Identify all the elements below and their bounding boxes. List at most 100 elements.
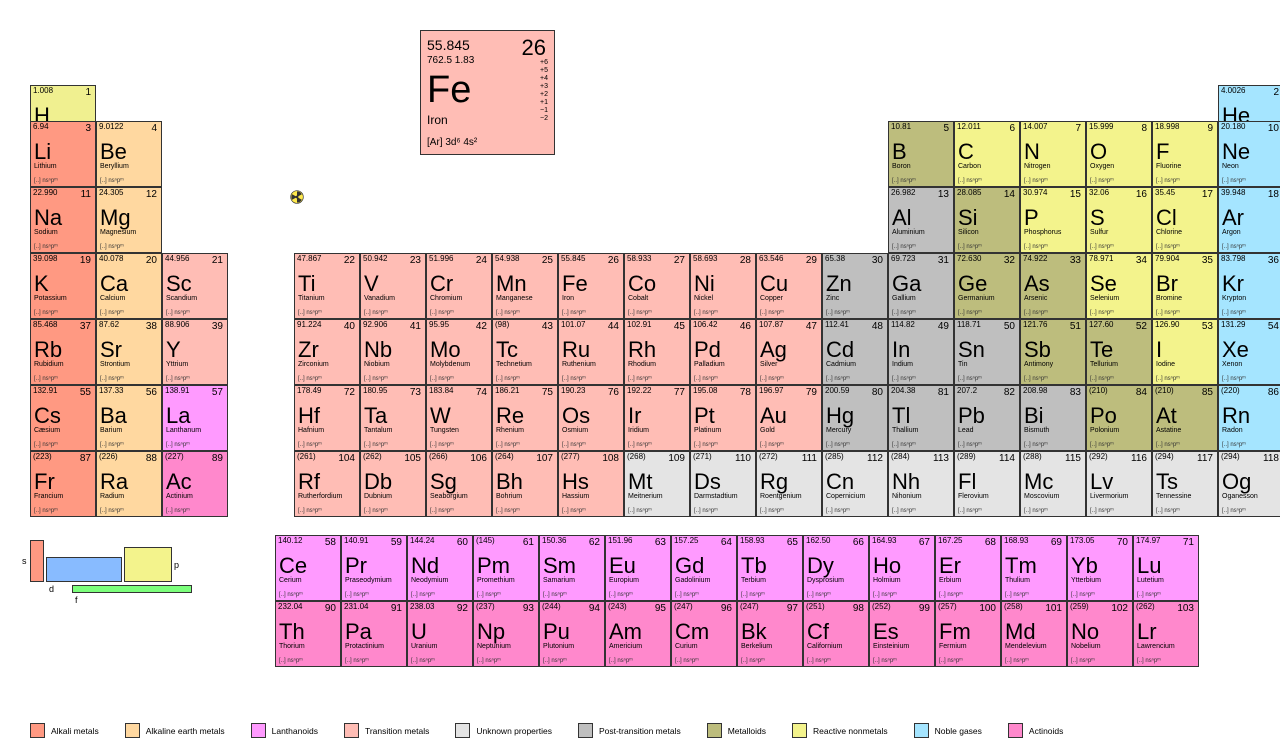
atomic-mass: 78.971 — [1089, 255, 1113, 264]
element-pa: 231.0491PaProtactinium[..] nsⁿpᵐ — [341, 601, 407, 667]
atomic-number: 103 — [1177, 603, 1194, 614]
electron-config: [..] nsⁿpᵐ — [543, 592, 567, 599]
element-name: Livermorium — [1090, 493, 1129, 501]
element-name: Protactinium — [345, 643, 384, 651]
electron-config: [..] nsⁿpᵐ — [34, 442, 58, 449]
atomic-mass: 118.71 — [957, 321, 981, 330]
atomic-number: 86 — [1268, 387, 1279, 398]
element-ts: (294)117TsTennessine[..] nsⁿpᵐ — [1152, 451, 1218, 517]
element-symbol: La — [166, 404, 190, 428]
electron-config: [..] nsⁿpᵐ — [562, 442, 586, 449]
atomic-mass: 232.04 — [278, 603, 302, 612]
element-name: Francium — [34, 493, 63, 501]
element-symbol: Be — [100, 140, 127, 164]
atomic-number: 92 — [457, 603, 468, 614]
element-tm: 168.9369TmThulium[..] nsⁿpᵐ — [1001, 535, 1067, 601]
element-name: Rutherfordium — [298, 493, 342, 501]
electron-config: [..] nsⁿpᵐ — [694, 310, 718, 317]
element-name: Cobalt — [628, 295, 648, 303]
element-as: 74.92233AsArsenic[..] nsⁿpᵐ — [1020, 253, 1086, 319]
element-name: Argon — [1222, 229, 1241, 237]
atomic-mass: 127.60 — [1089, 321, 1113, 330]
element-og: (294)118OgOganesson[..] nsⁿpᵐ — [1218, 451, 1280, 517]
element-symbol: O — [1090, 140, 1107, 164]
element-symbol: Po — [1090, 404, 1117, 428]
electron-config: [..] nsⁿpᵐ — [958, 310, 982, 317]
atomic-number: 116 — [1131, 453, 1147, 464]
atomic-number: 27 — [674, 255, 685, 266]
atomic-number: 108 — [602, 453, 619, 464]
element-symbol: Zn — [826, 272, 852, 296]
element-symbol: Cu — [760, 272, 788, 296]
element-sm: 150.3662SmSamarium[..] nsⁿpᵐ — [539, 535, 605, 601]
element-name: Germanium — [958, 295, 995, 303]
atomic-number: 30 — [872, 255, 883, 266]
element-name: Silicon — [958, 229, 979, 237]
electron-config: [..] nsⁿpᵐ — [100, 310, 124, 317]
atomic-mass: 167.25 — [938, 537, 962, 546]
element-s: 32.0616SSulfur[..] nsⁿpᵐ — [1086, 187, 1152, 253]
electron-config: [..] nsⁿpᵐ — [826, 508, 850, 515]
electron-config: [..] nsⁿpᵐ — [34, 376, 58, 383]
element-name: Niobium — [364, 361, 390, 369]
atomic-number: 88 — [146, 453, 157, 464]
element-symbol: Pm — [477, 554, 510, 578]
element-name: Polonium — [1090, 427, 1119, 435]
electron-config: [..] nsⁿpᵐ — [1156, 508, 1180, 515]
electron-config: [..] nsⁿpᵐ — [807, 658, 831, 665]
element-name: Lutetium — [1137, 577, 1164, 585]
element-name: Bismuth — [1024, 427, 1049, 435]
electron-config: [..] nsⁿpᵐ — [298, 310, 322, 317]
atomic-number: 46 — [740, 321, 751, 332]
legend-item: Metalloids — [707, 723, 766, 738]
atomic-mass: 114.82 — [891, 321, 915, 330]
element-name: Silver — [760, 361, 778, 369]
atomic-mass: (289) — [957, 453, 976, 462]
element-dy: 162.5066DyDysprosium[..] nsⁿpᵐ — [803, 535, 869, 601]
atomic-number: 7 — [1075, 123, 1081, 134]
atomic-mass: 186.21 — [495, 387, 519, 396]
electron-config: [..] nsⁿpᵐ — [279, 658, 303, 665]
element-symbol: Y — [166, 338, 181, 362]
atomic-mass: (223) — [33, 453, 52, 462]
atomic-mass: 15.999 — [1089, 123, 1113, 132]
legend-swatch — [455, 723, 470, 738]
element-name: Manganese — [496, 295, 533, 303]
atomic-number: 62 — [589, 537, 600, 548]
element-symbol: K — [34, 272, 49, 296]
element-ds: (271)110DsDarmstadtium[..] nsⁿpᵐ — [690, 451, 756, 517]
legend-label: Reactive nonmetals — [813, 726, 888, 736]
atomic-mass: (262) — [363, 453, 382, 462]
element-rn: (220)86RnRadon[..] nsⁿpᵐ — [1218, 385, 1280, 451]
element-name: Osmium — [562, 427, 588, 435]
atomic-number: 68 — [985, 537, 996, 548]
element-name: Scandium — [166, 295, 197, 303]
electron-config: [..] nsⁿpᵐ — [1090, 442, 1114, 449]
atomic-number: 94 — [589, 603, 600, 614]
atomic-number: 24 — [476, 255, 487, 266]
element-name: Strontium — [100, 361, 130, 369]
element-symbol: Bh — [496, 470, 523, 494]
element-symbol: Hf — [298, 404, 320, 428]
element-name: Indium — [892, 361, 913, 369]
element-name: Molybdenum — [430, 361, 470, 369]
atomic-mass: 190.23 — [561, 387, 585, 396]
atomic-mass: (288) — [1023, 453, 1042, 462]
element-name: Plutonium — [543, 643, 574, 651]
element-cr: 51.99624CrChromium[..] nsⁿpᵐ — [426, 253, 492, 319]
legend-item: Actinoids — [1008, 723, 1064, 738]
atomic-number: 66 — [853, 537, 864, 548]
atomic-number: 26 — [608, 255, 619, 266]
element-os: 190.2376OsOsmium[..] nsⁿpᵐ — [558, 385, 624, 451]
element-symbol: Bk — [741, 620, 767, 644]
element-sc: 44.95621ScScandium[..] nsⁿpᵐ — [162, 253, 228, 319]
element-name: Yttrium — [166, 361, 188, 369]
element-name: Fermium — [939, 643, 967, 651]
atomic-number: 10 — [1268, 123, 1279, 134]
electron-config: [..] nsⁿpᵐ — [760, 310, 784, 317]
element-name: Americium — [609, 643, 642, 651]
element-symbol: Na — [34, 206, 62, 230]
element-symbol: Mn — [496, 272, 527, 296]
atomic-mass: 138.91 — [165, 387, 189, 396]
element-symbol: Si — [958, 206, 978, 230]
